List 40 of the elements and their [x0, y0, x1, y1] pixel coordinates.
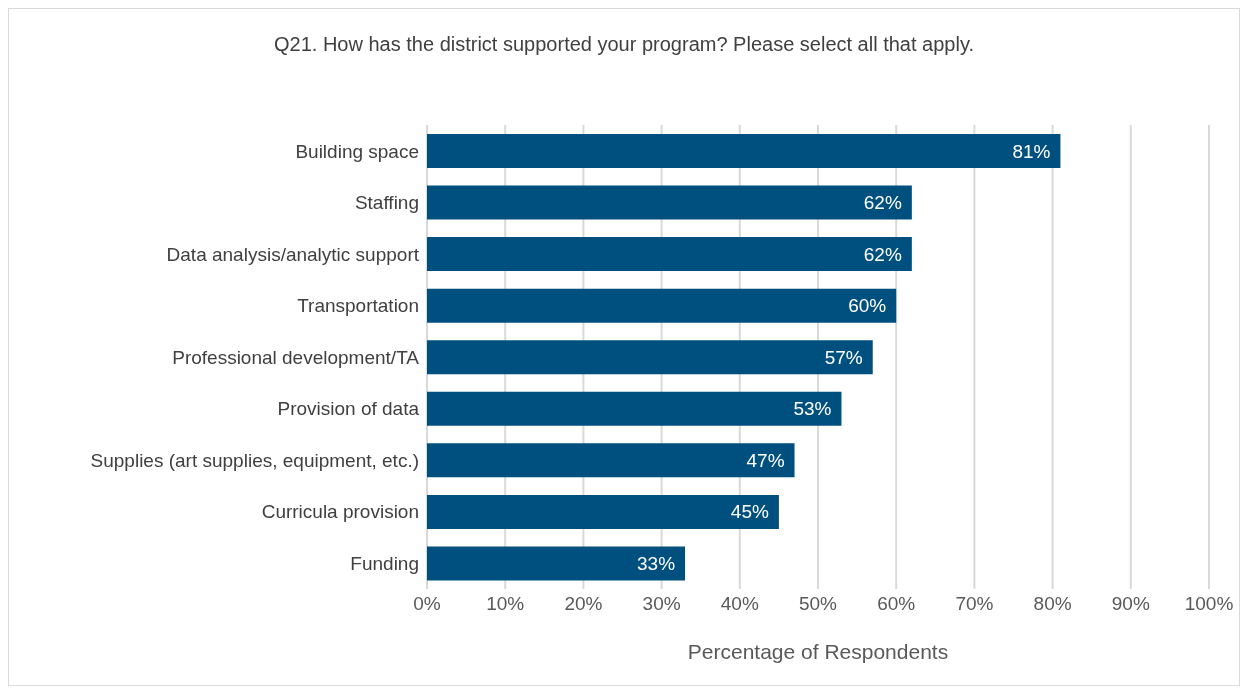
- x-tick-label: 80%: [1033, 593, 1072, 615]
- x-tick-label: 70%: [955, 593, 994, 615]
- bar: [427, 391, 842, 426]
- data-label: 47%: [746, 449, 785, 471]
- bar: [427, 546, 686, 581]
- x-tick-label: 100%: [1184, 593, 1234, 615]
- x-tick-label: 20%: [564, 593, 603, 615]
- x-tick-label: 50%: [798, 593, 838, 615]
- bar: [427, 494, 779, 529]
- chart-title: Q21. How has the district supported your program? Please select all that apply.: [273, 32, 975, 57]
- x-tick-label: 0%: [413, 593, 441, 615]
- bar: [427, 134, 1061, 168]
- bar: [427, 443, 795, 478]
- data-label: 53%: [793, 398, 832, 420]
- y-tick-label: Supplies (art supplies, equipment, etc.): [90, 449, 419, 471]
- y-tick-label: Transportation: [297, 295, 419, 317]
- y-tick-label: Building space: [295, 140, 419, 162]
- y-tick-label: Funding: [350, 552, 419, 574]
- bar: [427, 288, 897, 323]
- y-tick-label: Staffing: [354, 192, 419, 214]
- y-tick-label: Provision of data: [277, 398, 420, 420]
- x-tick-label: 40%: [720, 593, 759, 615]
- y-tick-label: Professional development/TA: [172, 346, 420, 368]
- data-label: 62%: [863, 243, 902, 265]
- bar: [427, 237, 912, 272]
- data-label: 81%: [1012, 140, 1051, 162]
- data-label: 57%: [824, 346, 863, 368]
- data-label: 45%: [730, 501, 769, 523]
- bar: [427, 340, 873, 375]
- x-tick-label: 90%: [1111, 593, 1150, 615]
- x-tick-label: 30%: [642, 593, 681, 615]
- y-tick-label: Data analysis/analytic support: [166, 243, 420, 265]
- x-tick-label: 60%: [877, 593, 916, 615]
- data-label: 33%: [637, 552, 676, 574]
- y-tick-label: Curricula provision: [261, 501, 419, 523]
- bar: [427, 185, 912, 220]
- data-label: 60%: [848, 295, 887, 317]
- data-label: 62%: [863, 192, 902, 214]
- x-axis-title: Percentage of Respondents: [687, 640, 949, 663]
- x-tick-label: 10%: [486, 593, 525, 615]
